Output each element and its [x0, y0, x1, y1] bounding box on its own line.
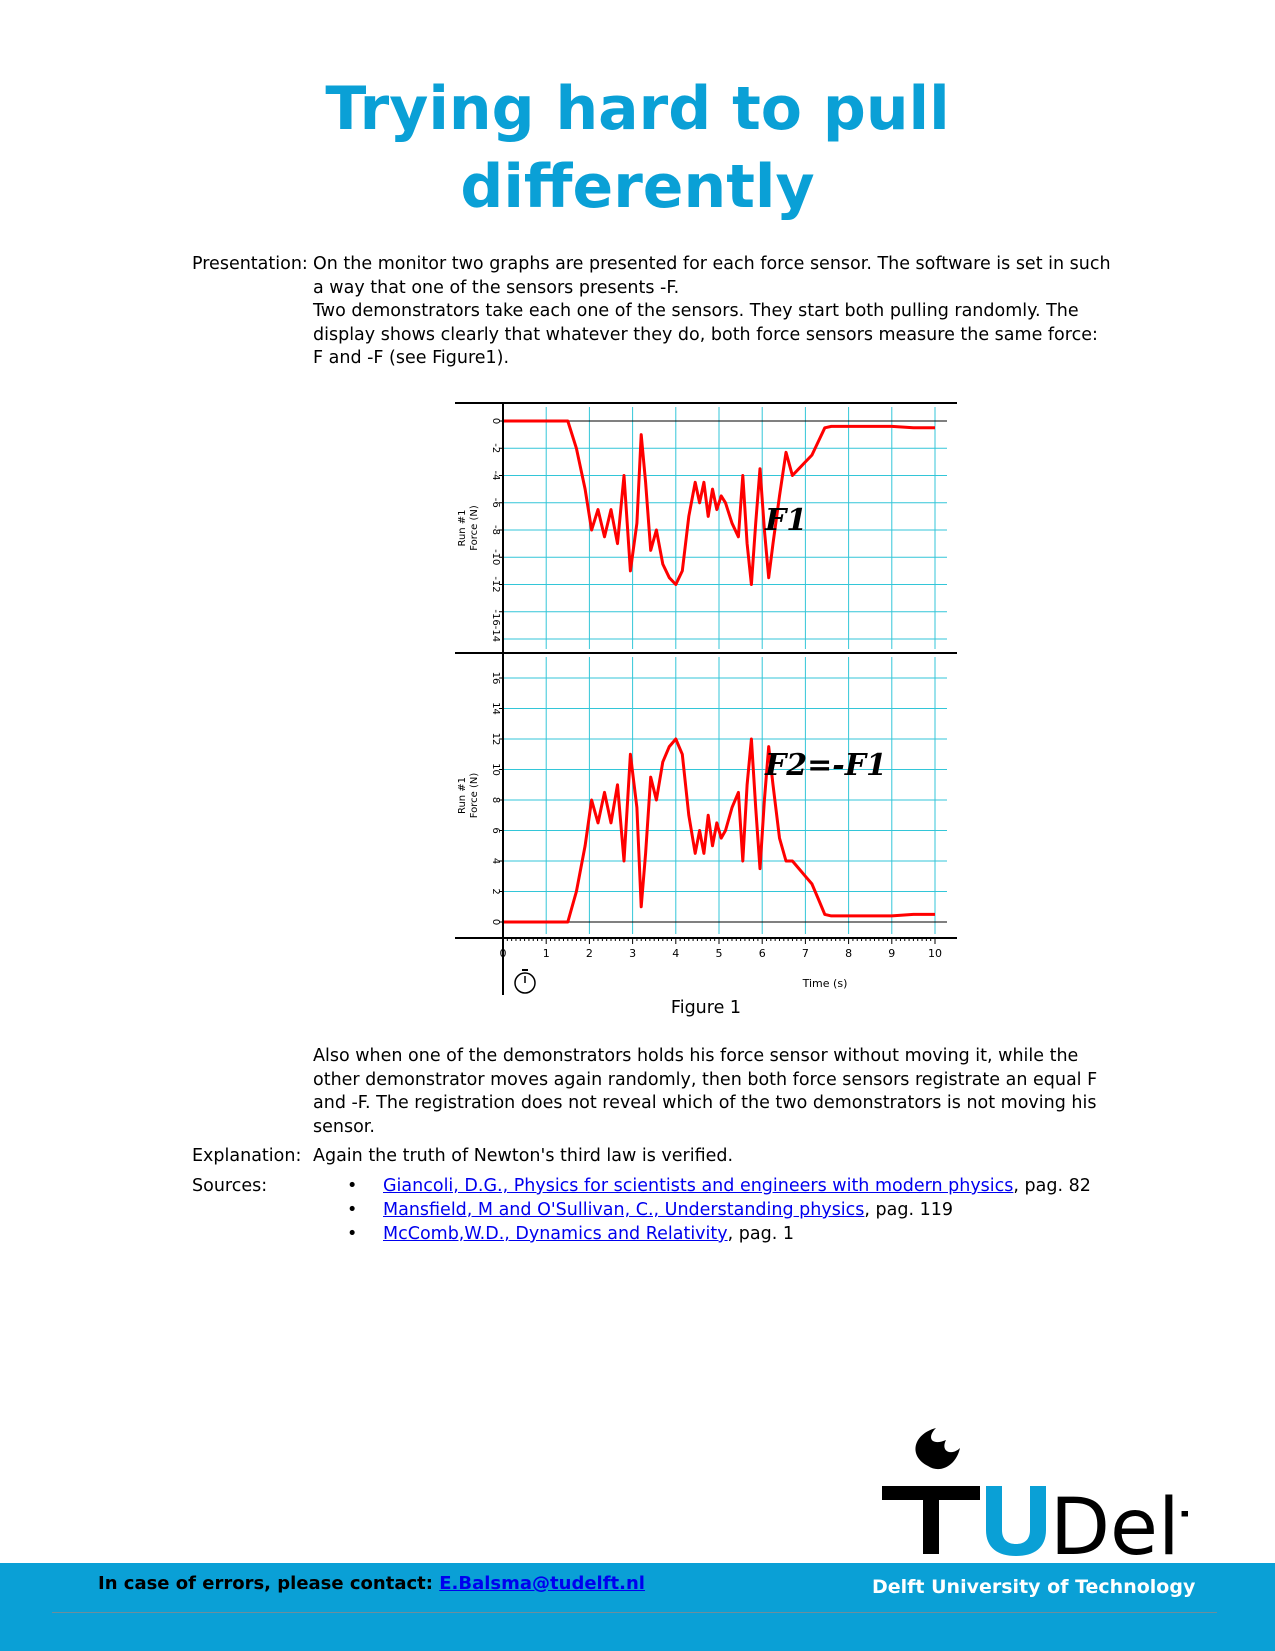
x-tick-label: 8 [845, 947, 852, 960]
tu-delft-logo: Delft [868, 1426, 1188, 1556]
y-tick-label: 0 [490, 919, 501, 925]
source-page: , pag. 119 [864, 1200, 954, 1220]
contact-email-link[interactable]: E.Balsma@tudelft.nl [439, 1573, 645, 1594]
y-tick-label: 2 [490, 888, 501, 894]
source-page: , pag. 1 [727, 1224, 794, 1244]
x-tick-label: 1 [543, 947, 550, 960]
y-tick-label: 0 [490, 418, 501, 424]
x-tick-label: 10 [928, 947, 942, 960]
x-tick-label: 4 [672, 947, 679, 960]
university-name: Delft University of Technology [872, 1576, 1196, 1598]
bullet-icon: • [347, 1176, 358, 1196]
y-tick-label: -16-14 [490, 609, 501, 642]
y-tick-label: 14 [490, 702, 501, 715]
sources-label: Sources: [192, 1176, 268, 1196]
y-tick-label: -10 [490, 549, 501, 565]
y-axis-label: Force (N) [469, 773, 480, 819]
source-page: , pag. 82 [1013, 1176, 1091, 1196]
footer-contact: In case of errors, please contact: E.Bal… [98, 1573, 645, 1594]
source-link[interactable]: Giancoli, D.G., Physics for scientists a… [383, 1176, 1014, 1196]
paragraph-after-figure: Also when one of the demonstrators holds… [313, 1046, 1098, 1137]
y-tick-label: 10 [490, 763, 501, 776]
y-tick-label: 16 [490, 672, 501, 685]
explanation-text: Again the truth of Newton's third law is… [313, 1146, 734, 1166]
y-tick-label: 6 [490, 827, 501, 833]
x-tick-label: 7 [802, 947, 809, 960]
source-item: • Giancoli, D.G., Physics for scientists … [313, 1174, 1091, 1198]
y-axis-label: Force (N) [469, 505, 480, 551]
source-link[interactable]: Mansfield, M and O'Sullivan, C., Underst… [383, 1200, 865, 1220]
y-tick-label: -8 [490, 525, 501, 535]
force-curve [503, 419, 935, 586]
force-curve [503, 737, 935, 924]
source-item: • Mansfield, M and O'Sullivan, C., Unders… [313, 1198, 1091, 1222]
presentation-label: Presentation: [192, 254, 308, 274]
page-title: Trying hard to pull differently [0, 70, 1275, 226]
explanation-label: Explanation: [192, 1146, 302, 1166]
title-line-1: Trying hard to pull [325, 74, 950, 144]
series-annotation: F2=-F1 [764, 748, 887, 783]
y-tick-label: -4 [490, 471, 501, 481]
svg-text:Delft: Delft [1050, 1483, 1188, 1556]
x-tick-label: 2 [586, 947, 593, 960]
y-axis-label: Run #1 [457, 509, 468, 546]
y-tick-label: 12 [490, 733, 501, 746]
y-tick-label: -2 [490, 443, 501, 453]
sources-list: • Giancoli, D.G., Physics for scientists … [313, 1174, 1091, 1246]
footer-divider [52, 1612, 1217, 1613]
x-tick-label: 3 [629, 947, 636, 960]
x-tick-label: 9 [888, 947, 895, 960]
x-tick-label: 5 [716, 947, 723, 960]
y-tick-label: 8 [490, 797, 501, 803]
presentation-paragraph-2: Two demonstrators take each one of the s… [313, 301, 1098, 368]
flame-icon: Delft [882, 1428, 1188, 1556]
title-line-2: differently [460, 152, 815, 222]
footer-bar: In case of errors, please contact: E.Bal… [0, 1563, 1275, 1651]
y-tick-label: -6 [490, 498, 501, 508]
x-tick-label: 0 [500, 947, 507, 960]
figure-caption: Figure 1 [670, 998, 742, 1018]
x-tick-label: 6 [759, 947, 766, 960]
y-axis-label: Run #1 [457, 777, 468, 814]
y-tick-label: -12 [490, 576, 501, 592]
stopwatch-icon [514, 969, 536, 994]
x-axis-label: Time (s) [802, 977, 848, 990]
y-tick-label: 4 [490, 858, 501, 864]
presentation-paragraph-1: On the monitor two graphs are presented … [313, 254, 1111, 298]
contact-label: In case of errors, please contact: [98, 1573, 433, 1594]
series-annotation: F1 [764, 503, 807, 538]
source-link[interactable]: McComb,W.D., Dynamics and Relativity [383, 1224, 728, 1244]
presentation-text: On the monitor two graphs are presented … [313, 253, 1113, 371]
source-item: • McComb,W.D., Dynamics and Relativity, p… [313, 1222, 1091, 1246]
bullet-icon: • [347, 1200, 358, 1220]
bullet-icon: • [347, 1224, 358, 1244]
stopwatch-body [514, 972, 536, 994]
